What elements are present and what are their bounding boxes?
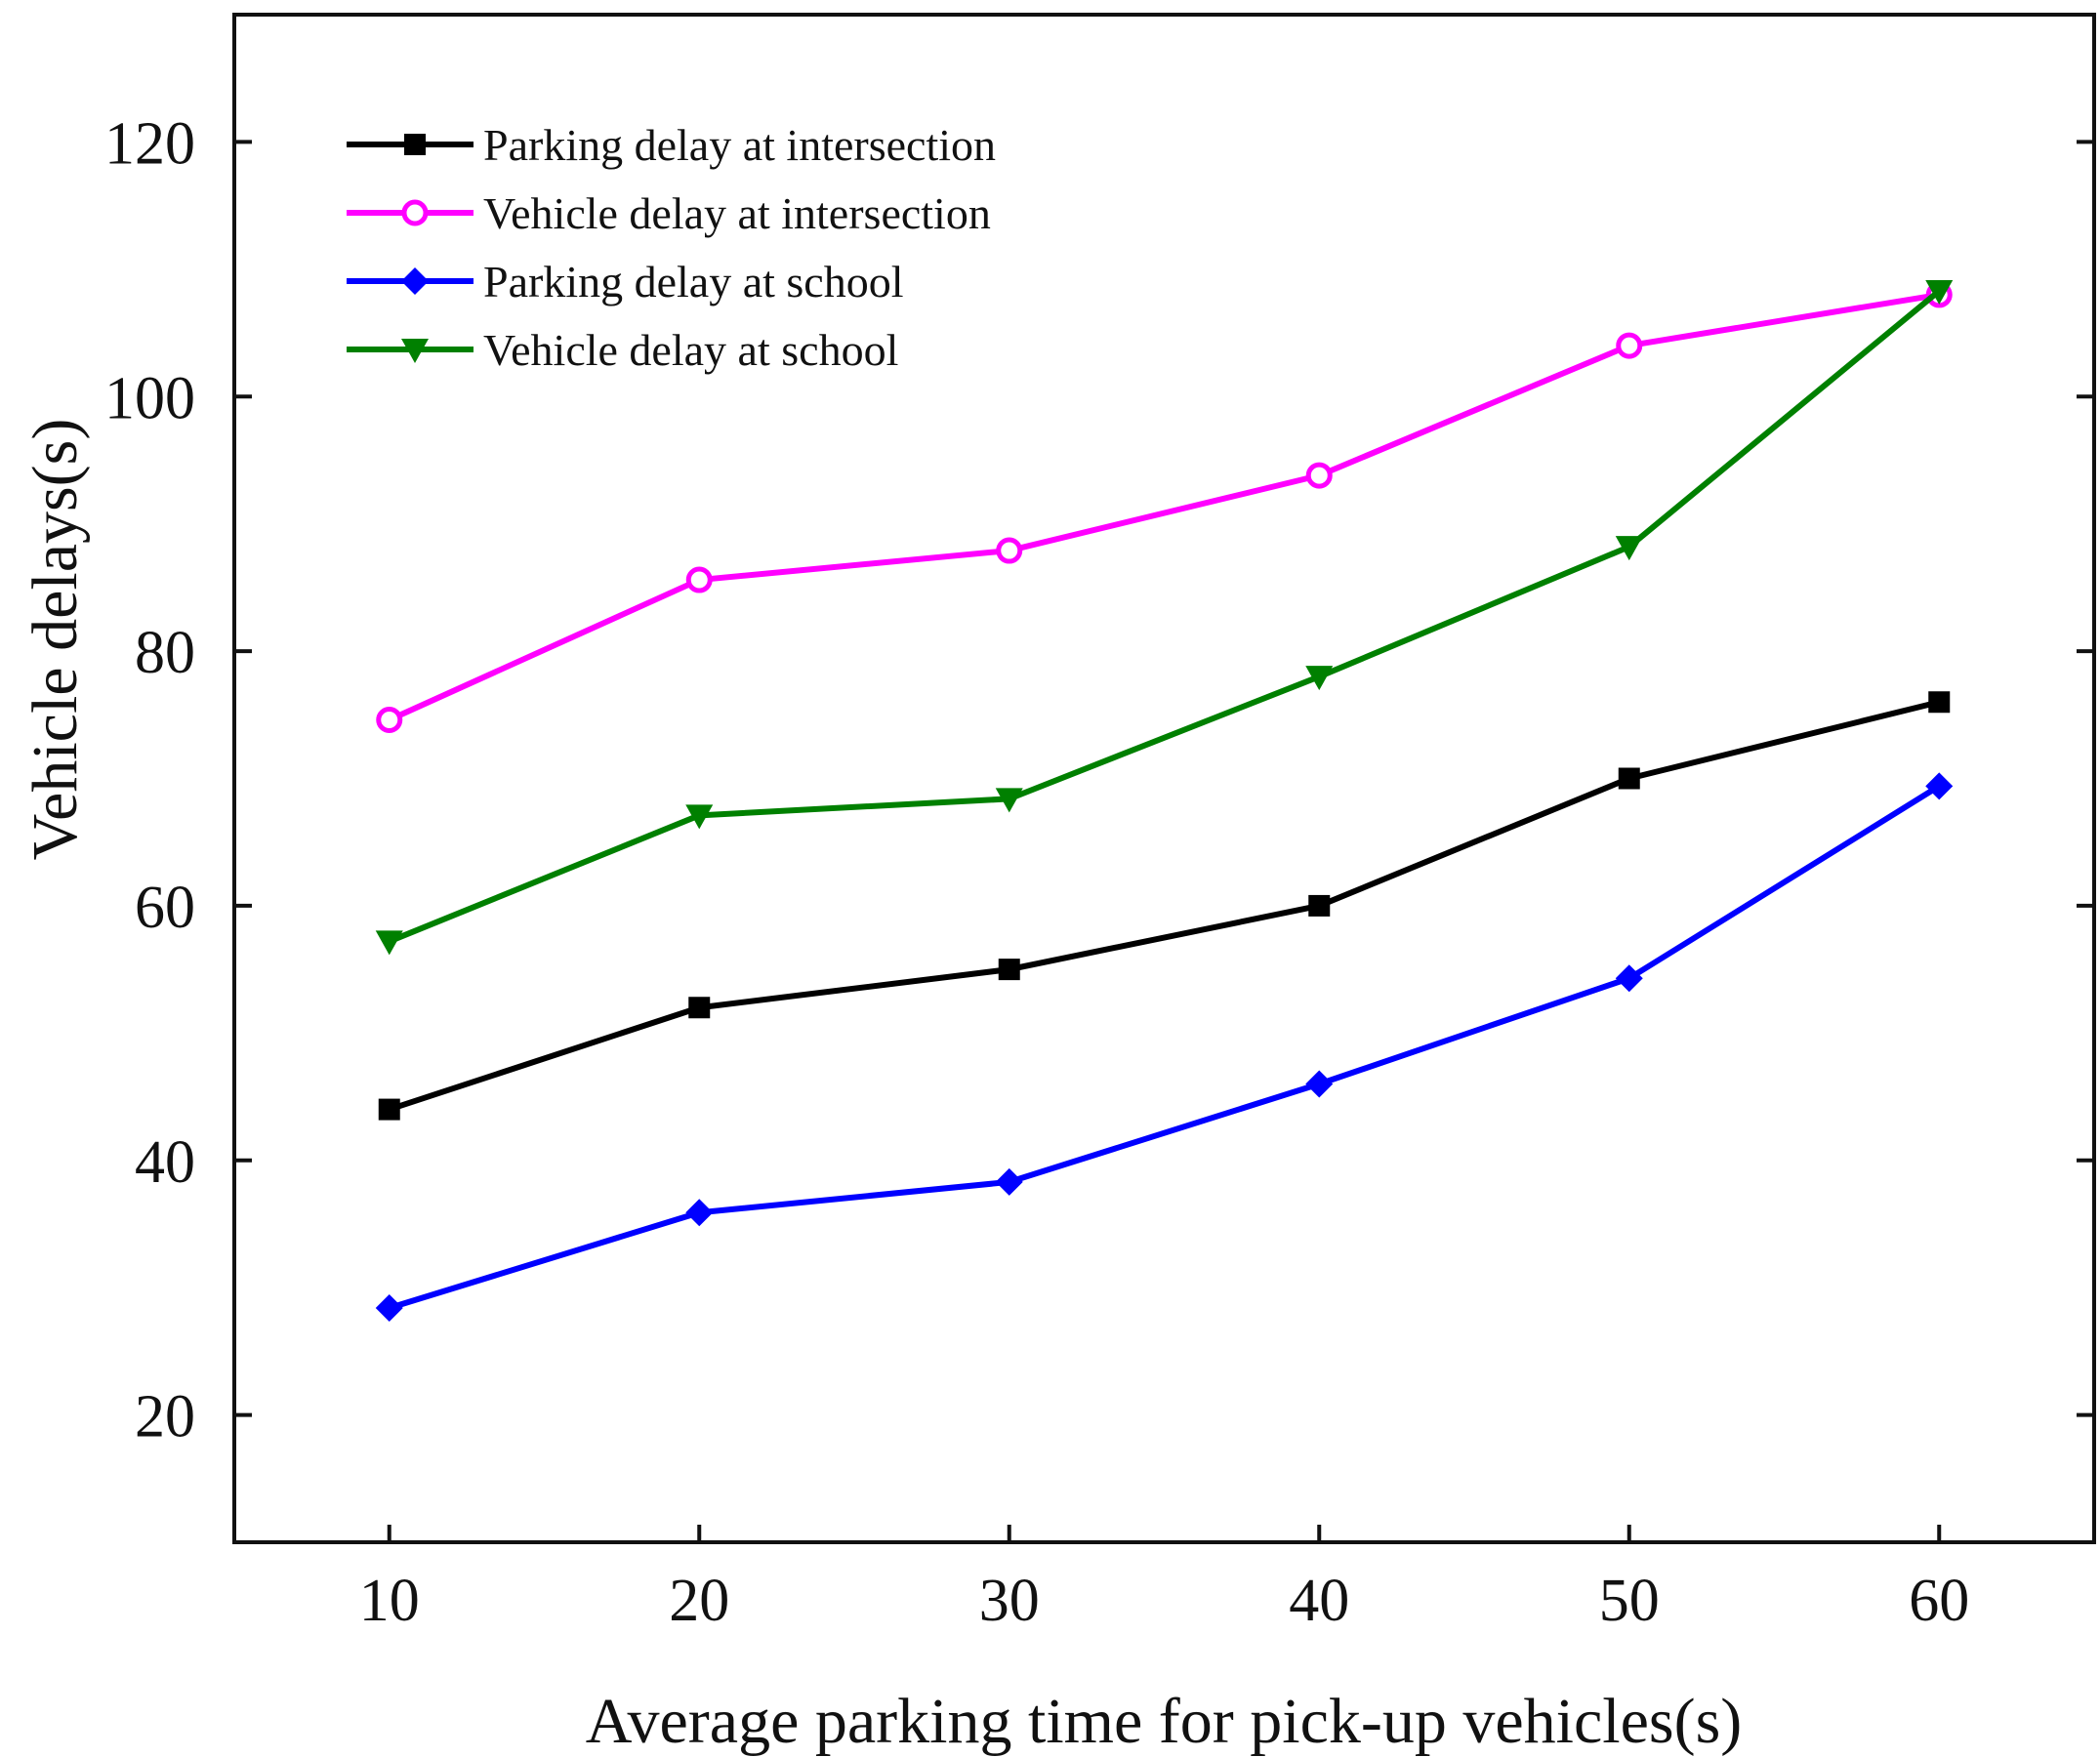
data-point [998, 959, 1020, 981]
data-point [1305, 1070, 1334, 1098]
data-point [375, 1294, 403, 1323]
y-tick-label: 120 [104, 110, 195, 177]
data-point [688, 997, 711, 1019]
x-tick-label: 50 [1599, 1568, 1660, 1634]
y-axis-title: Vehicle delays(s) [20, 419, 91, 861]
x-tick-label: 30 [979, 1568, 1040, 1634]
x-tick-label: 60 [1909, 1568, 1969, 1634]
data-point [375, 930, 403, 956]
y-tick-label: 40 [135, 1129, 195, 1196]
series-line [388, 291, 1940, 723]
series-2 [375, 772, 1954, 1323]
legend-marker [401, 267, 429, 295]
data-point [995, 788, 1023, 813]
x-axis-title: Average parking time for pick-up vehicle… [586, 1686, 1743, 1757]
y-tick-label: 80 [135, 620, 195, 686]
data-series [375, 280, 1954, 1323]
data-point [996, 537, 1023, 564]
axis-ticks: 10 20 30 40 50 60 20 40 60 80 100 120 [104, 110, 2094, 1634]
legend-label: Parking delay at intersection [483, 120, 996, 170]
plot-frame [232, 13, 2096, 1544]
series-line [388, 699, 1940, 1113]
data-point [1305, 666, 1334, 691]
data-point [1308, 894, 1331, 917]
y-tick-label: 100 [104, 365, 195, 431]
legend-label: Vehicle delay at intersection [483, 188, 991, 238]
x-tick-label: 20 [669, 1568, 729, 1634]
legend-marker [401, 199, 429, 226]
legend-label: Vehicle delay at school [483, 325, 898, 375]
data-point [1928, 691, 1951, 714]
data-point [995, 1167, 1023, 1196]
data-point [685, 804, 714, 830]
x-tick-label: 40 [1289, 1568, 1349, 1634]
data-point [1615, 964, 1643, 993]
series-0 [378, 691, 1951, 1121]
data-point [1925, 280, 1954, 306]
series-line [388, 783, 1941, 1311]
y-tick-label: 20 [135, 1384, 195, 1451]
legend-marker [401, 339, 429, 363]
series-line [388, 288, 1942, 945]
data-point [1305, 462, 1333, 489]
legend-marker [404, 134, 426, 155]
data-point [1618, 767, 1640, 790]
x-tick-label: 10 [359, 1568, 420, 1634]
data-point [376, 707, 403, 734]
legend: Parking delay at intersection Vehicle del… [347, 120, 996, 375]
data-point [685, 566, 713, 593]
series-3 [375, 280, 1954, 956]
data-point [685, 1199, 714, 1227]
legend-label: Parking delay at school [483, 257, 904, 306]
data-point [1616, 332, 1643, 359]
y-tick-label: 60 [135, 875, 195, 941]
data-point [1925, 772, 1954, 800]
data-point [1615, 536, 1643, 561]
data-point [378, 1098, 400, 1121]
